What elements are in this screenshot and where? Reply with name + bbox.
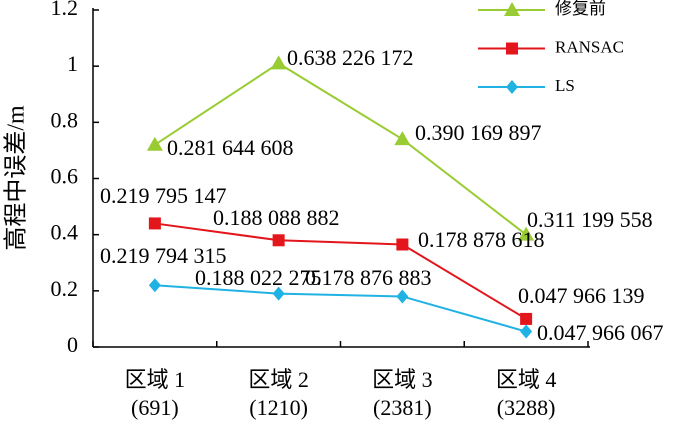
marker — [148, 278, 161, 293]
marker — [506, 42, 518, 55]
annotation: 0.047 966 139 — [518, 283, 645, 308]
marker — [504, 2, 520, 16]
x-tick-sublabel: (3288) — [497, 395, 556, 420]
marker — [270, 55, 287, 70]
y-tick-label: 0.8 — [51, 107, 79, 132]
marker — [396, 289, 409, 304]
x-tick-label: 区域 3 — [372, 367, 433, 392]
marker — [396, 238, 409, 251]
annotation: 0.047 966 067 — [537, 320, 664, 345]
marker — [146, 136, 163, 151]
annotation: 0.188 022 275 — [195, 265, 322, 290]
x-tick-sublabel: (2381) — [373, 395, 432, 420]
y-tick-label: 1 — [67, 51, 78, 76]
annotation: 0.311 199 558 — [527, 207, 653, 232]
annotation: 0.219 795 147 — [100, 183, 227, 208]
x-tick-label: 区域 4 — [496, 367, 557, 392]
marker — [272, 286, 285, 301]
annotation: 0.178 876 883 — [305, 265, 432, 290]
marker — [394, 131, 411, 146]
legend-label: RANSAC — [555, 37, 624, 56]
series-line — [154, 284, 527, 333]
x-tick-sublabel: (691) — [131, 395, 179, 420]
x-tick-sublabel: (1210) — [249, 395, 308, 420]
series-line — [154, 62, 527, 236]
y-axis-label: 高程中误差/m — [3, 105, 30, 251]
annotation: 0.281 644 608 — [167, 135, 294, 160]
annotation: 0.219 794 315 — [100, 243, 227, 268]
annotation: 0.390 169 897 — [415, 120, 542, 145]
x-tick-label: 区域 2 — [248, 367, 309, 392]
annotation: 0.638 226 172 — [287, 45, 414, 70]
series-line — [154, 222, 527, 320]
annotation: 0.178 878 618 — [418, 227, 545, 252]
y-tick-label: 0.6 — [51, 164, 79, 189]
marker — [506, 80, 518, 94]
marker — [520, 312, 533, 325]
legend-label: 修复前 — [555, 0, 606, 18]
marker — [520, 324, 533, 339]
marker — [272, 234, 285, 247]
y-tick-label: 0.2 — [51, 276, 79, 301]
x-tick-label: 区域 1 — [125, 367, 186, 392]
y-tick-label: 0 — [67, 332, 78, 357]
marker — [148, 217, 161, 230]
y-tick-label: 0.4 — [51, 220, 79, 245]
marker — [518, 226, 535, 241]
legend-label: LS — [555, 76, 575, 95]
annotation: 0.188 088 882 — [213, 205, 340, 230]
y-tick-label: 1.2 — [51, 0, 79, 20]
